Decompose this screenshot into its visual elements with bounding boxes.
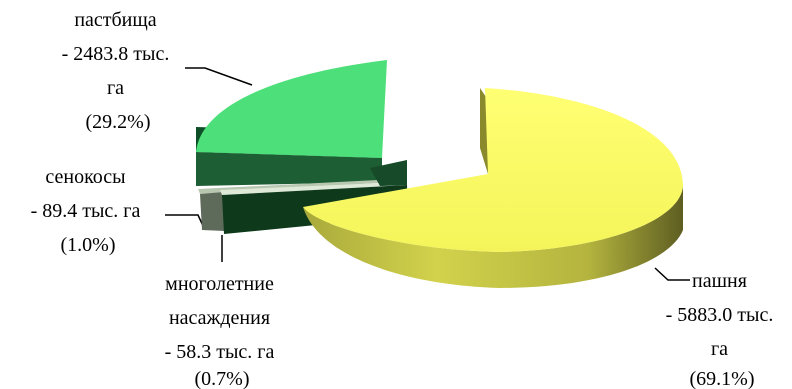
slice-pastbishcha-top (196, 60, 387, 158)
slice-pastbishcha-front (196, 152, 382, 186)
label-pashnya-line-2: - 5883.0 тыс. (666, 304, 774, 326)
label-senokosy: сенокосы - 89.4 тыс. га (1.0%) (31, 166, 146, 256)
label-pashnya: пашня - 5883.0 тыс. га (69.1%) (666, 270, 779, 389)
label-senokosy-line-3: (1.0%) (61, 234, 116, 256)
label-mnogoletnie-line-4: (0.7%) (195, 368, 250, 389)
slice-mnogoletnie-back (370, 160, 407, 186)
leader-line-pashnya (654, 267, 690, 281)
label-pastbishcha-line-4: (29.2%) (86, 111, 151, 133)
label-pastbishcha-line-1: пастбища (74, 9, 156, 31)
label-mnogoletnie-line-1: многолетние (165, 273, 274, 295)
slice-pashnya (303, 88, 683, 288)
label-mnogoletnie-line-3: - 58.3 тыс. га (165, 341, 275, 363)
label-pastbishcha-line-3: га (107, 77, 124, 99)
label-pashnya-line-4: (69.1%) (690, 368, 755, 389)
label-pashnya-line-3: га (711, 338, 728, 360)
label-pastbishcha-line-2: - 2483.8 тыс. (62, 43, 170, 65)
label-senokosy-line-1: сенокосы (45, 166, 125, 188)
slice-pastbishcha (196, 60, 387, 186)
leader-line-pastbishcha (185, 67, 253, 86)
leader-line-senokosy (165, 214, 205, 229)
slice-pashnya-top (303, 88, 683, 252)
slice-mnogoletnie-top (220, 182, 407, 195)
label-mnogoletnie: многолетние насаждения - 58.3 тыс. га (0… (165, 273, 280, 389)
label-senokosy-line-2: - 89.4 тыс. га (31, 200, 141, 222)
label-pastbishcha: пастбища - 2483.8 тыс. га (29.2%) (62, 9, 175, 133)
slice-pashnya-side (303, 186, 683, 288)
label-mnogoletnie-line-2: насаждения (169, 307, 270, 329)
slice-senokosy-side (200, 192, 225, 231)
label-pashnya-line-1: пашня (692, 270, 747, 292)
